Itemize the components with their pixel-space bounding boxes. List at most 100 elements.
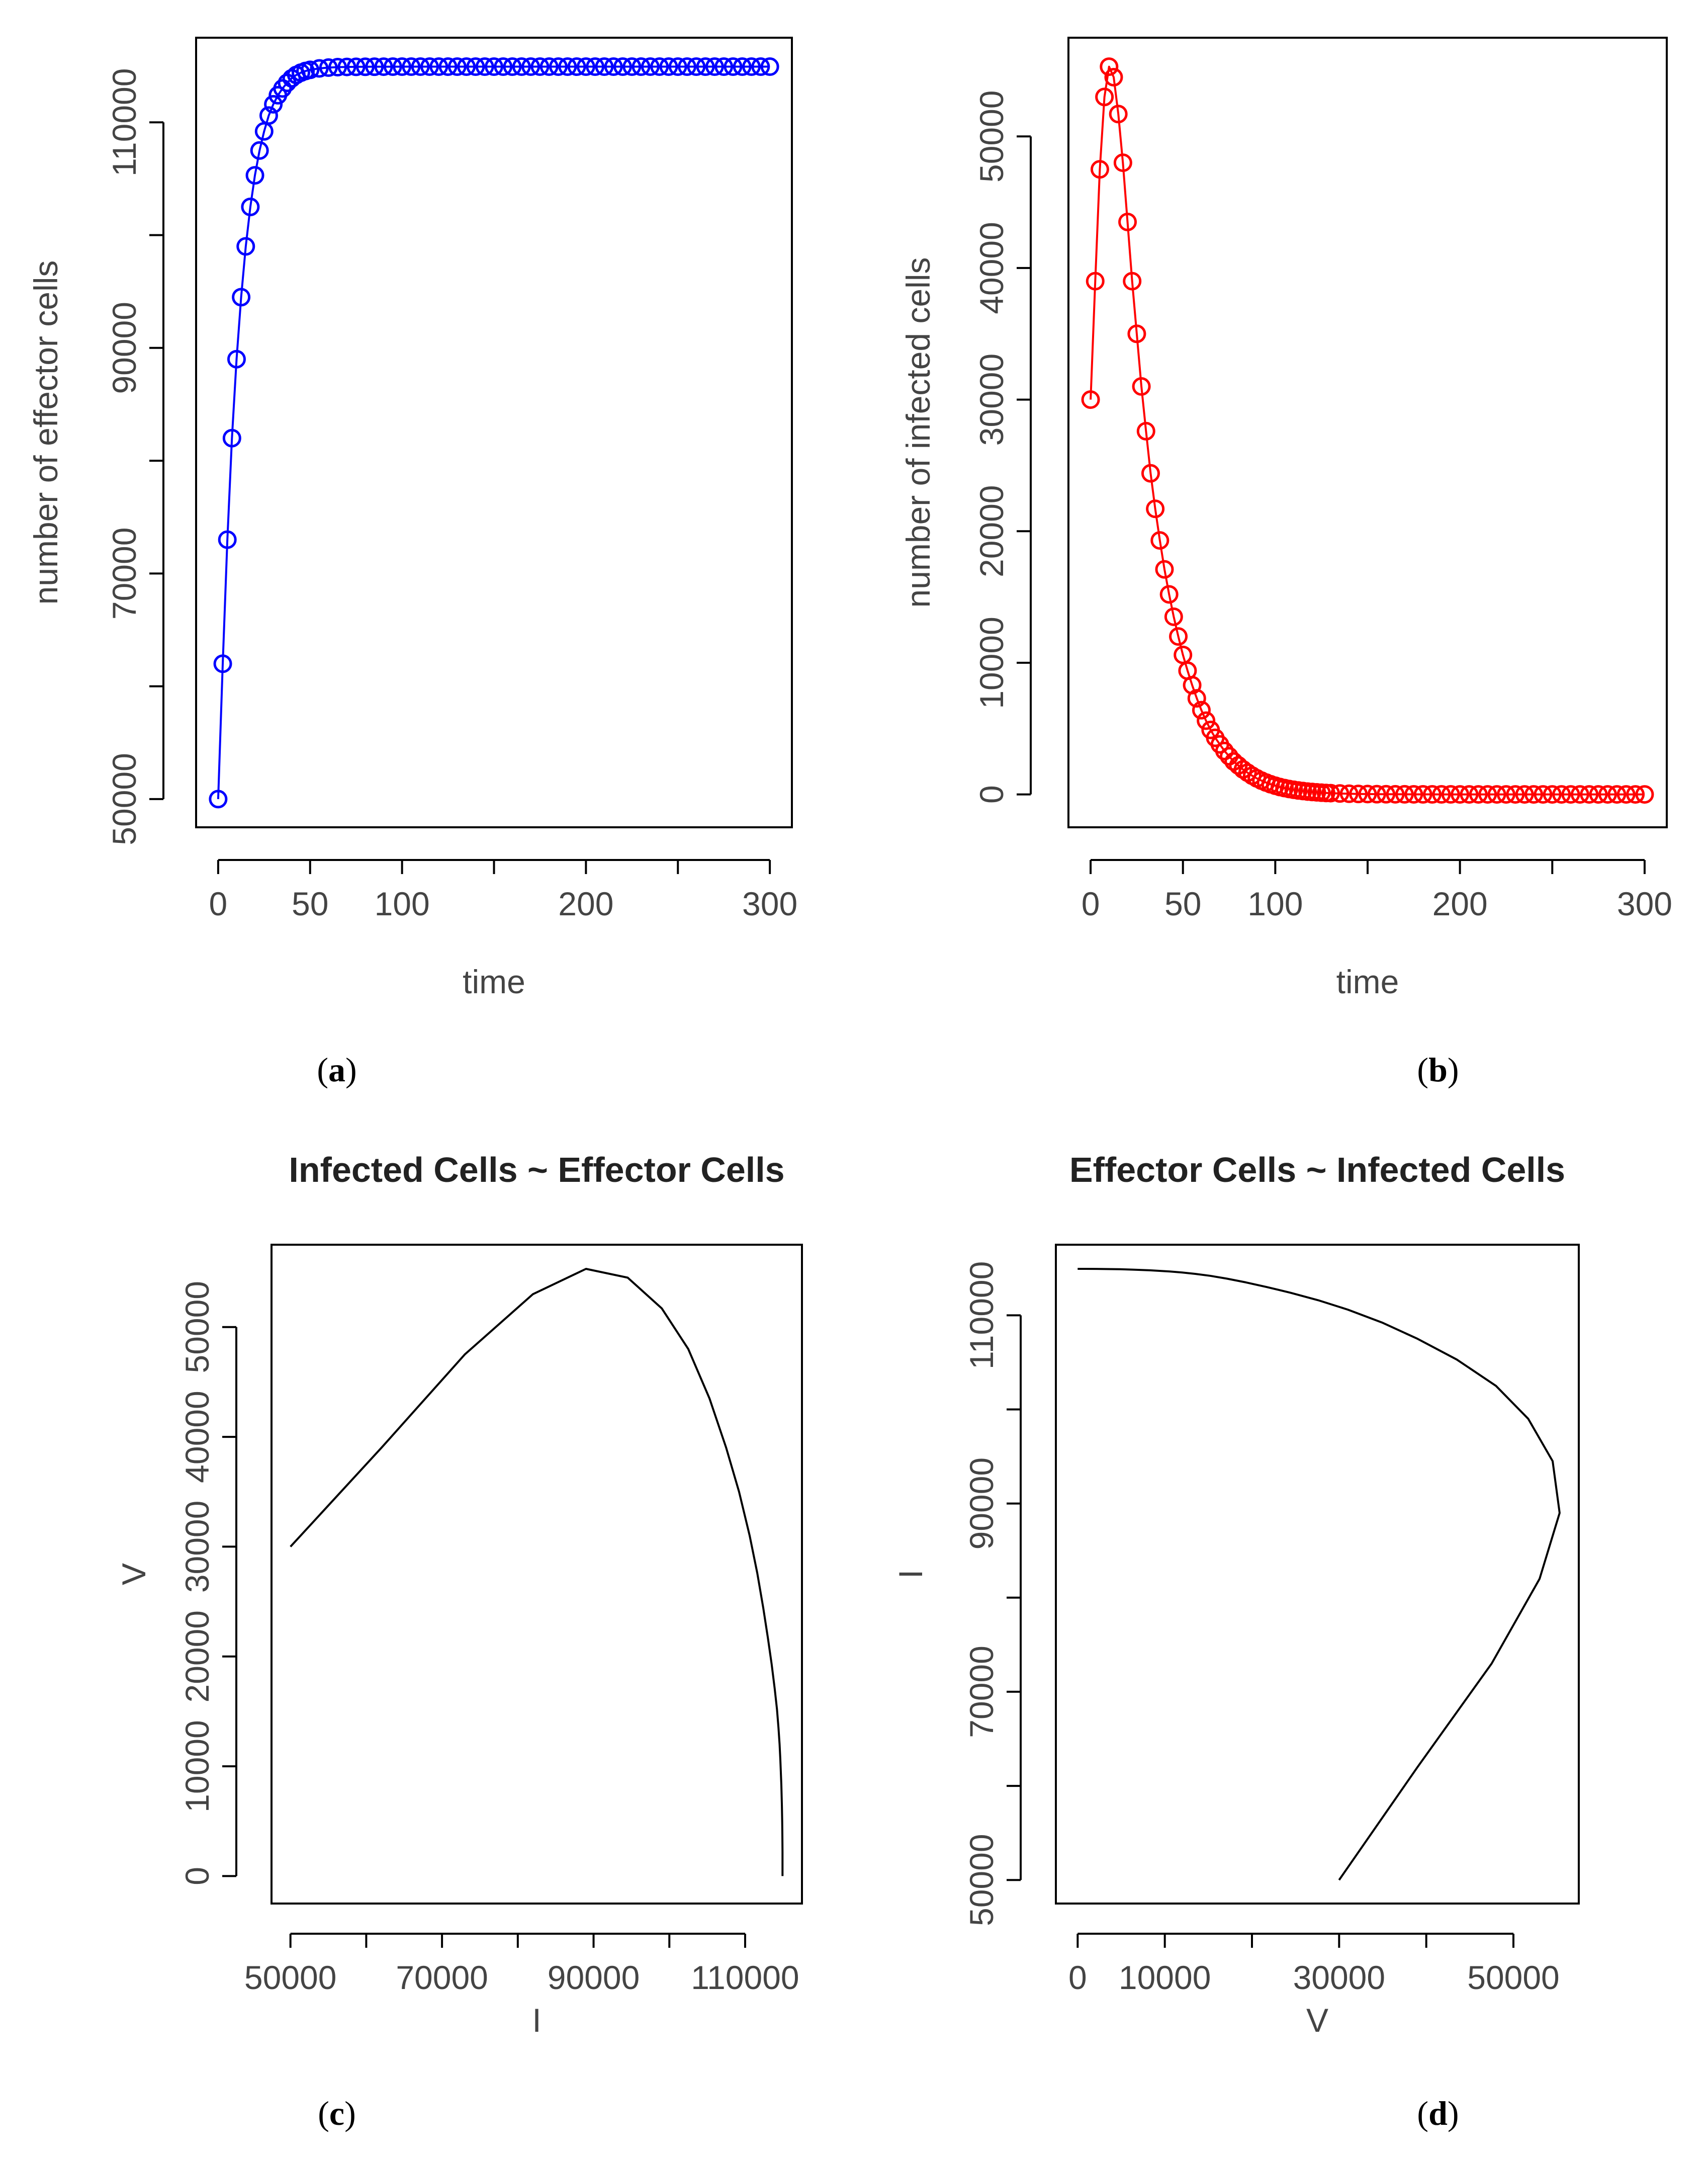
data-point: [1155, 560, 1174, 579]
data-point: [1159, 585, 1179, 604]
data-point: [1104, 68, 1123, 87]
y-tick-label: 40000: [178, 1391, 216, 1483]
series-line-0: [217, 65, 770, 799]
plot-frame: [271, 1244, 803, 1905]
data-point: [595, 57, 614, 76]
plot-frame: [1055, 1244, 1580, 1905]
data-point: [457, 57, 476, 76]
data-point: [346, 57, 366, 76]
data-point: [1141, 464, 1160, 483]
x-axis-label: time: [463, 963, 525, 1000]
data-point: [1386, 785, 1405, 804]
data-point: [650, 57, 669, 76]
data-point: [1169, 627, 1188, 646]
data-point: [659, 57, 678, 76]
data-point: [447, 57, 467, 76]
data-point: [1081, 390, 1100, 409]
panel-label: (d): [1417, 2094, 1459, 2132]
data-point: [1423, 785, 1442, 804]
data-point: [586, 57, 605, 76]
data-point: [355, 57, 375, 76]
x-tick-label: 200: [558, 885, 613, 922]
x-tick-label: 0: [209, 885, 228, 922]
series-line-0: [290, 1268, 784, 1876]
data-point: [241, 197, 260, 216]
data-point: [1404, 785, 1423, 804]
data-point: [1478, 785, 1497, 804]
x-tick-label: 50000: [1467, 1959, 1560, 1996]
data-point: [632, 57, 651, 76]
data-point: [530, 57, 550, 76]
x-tick-label: 50000: [244, 1959, 337, 1996]
data-point: [222, 428, 241, 448]
data-point: [1460, 785, 1479, 804]
data-point: [227, 350, 246, 369]
y-tick-label: 50000: [973, 90, 1010, 183]
x-tick-label: 300: [742, 885, 797, 922]
data-point: [1395, 785, 1414, 804]
data-point: [1132, 377, 1151, 396]
data-point: [1123, 272, 1142, 291]
data-point: [402, 57, 421, 76]
data-point: [668, 57, 687, 76]
data-point: [1233, 760, 1252, 779]
data-point: [250, 141, 269, 160]
plot-frame: [195, 37, 793, 828]
x-tick-label: 100: [375, 885, 430, 922]
data-point: [1441, 785, 1460, 804]
data-point: [1349, 785, 1368, 804]
data-point: [1598, 785, 1617, 804]
data-point: [245, 166, 264, 185]
data-point: [1552, 785, 1571, 804]
chart-title: Effector Cells ~ Infected Cells: [1069, 1150, 1565, 1189]
data-point: [1187, 689, 1206, 708]
data-point: [1616, 785, 1636, 804]
data-point: [1413, 785, 1432, 804]
data-point: [567, 57, 586, 76]
series-line-0: [1090, 65, 1645, 796]
x-tick-label: 300: [1617, 885, 1672, 922]
data-point: [1100, 57, 1119, 76]
data-point: [678, 57, 697, 76]
data-point: [540, 57, 559, 76]
data-point: [1543, 785, 1562, 804]
y-axis-label: V: [115, 1563, 152, 1585]
x-tick-label: 90000: [548, 1959, 640, 1996]
plot-frame: [1067, 37, 1668, 828]
data-point: [1451, 785, 1470, 804]
x-tick-label: 0: [1068, 1959, 1087, 1996]
data-point: [1118, 212, 1137, 231]
data-point: [420, 57, 439, 76]
data-point: [1164, 607, 1183, 626]
y-tick-label: 30000: [973, 354, 1010, 446]
x-tick-label: 0: [1082, 885, 1100, 922]
data-point: [1136, 421, 1155, 441]
y-tick-label: 0: [178, 1867, 216, 1885]
data-point: [282, 69, 301, 88]
panel-label: (c): [318, 2094, 356, 2132]
data-point: [218, 530, 237, 549]
data-point: [1215, 741, 1234, 760]
x-axis-label: time: [1336, 963, 1399, 1000]
y-axis-label: number of effector cells: [27, 261, 64, 605]
data-point: [213, 654, 232, 673]
data-point: [1589, 785, 1608, 804]
y-tick-label: 30000: [178, 1501, 216, 1593]
y-tick-label: 40000: [973, 222, 1010, 314]
data-point: [1086, 272, 1105, 291]
data-point: [1469, 785, 1488, 804]
data-point: [1626, 785, 1645, 804]
data-point: [429, 57, 448, 76]
data-point: [374, 57, 393, 76]
data-point: [494, 57, 513, 76]
data-point: [1607, 785, 1627, 804]
y-tick-label: 70000: [963, 1646, 1000, 1738]
data-point: [1496, 785, 1515, 804]
data-point: [1146, 499, 1165, 519]
y-tick-label: 110000: [963, 1261, 1000, 1369]
data-point: [1570, 785, 1589, 804]
data-point: [576, 57, 595, 76]
data-point: [236, 237, 255, 256]
data-point: [232, 288, 251, 307]
